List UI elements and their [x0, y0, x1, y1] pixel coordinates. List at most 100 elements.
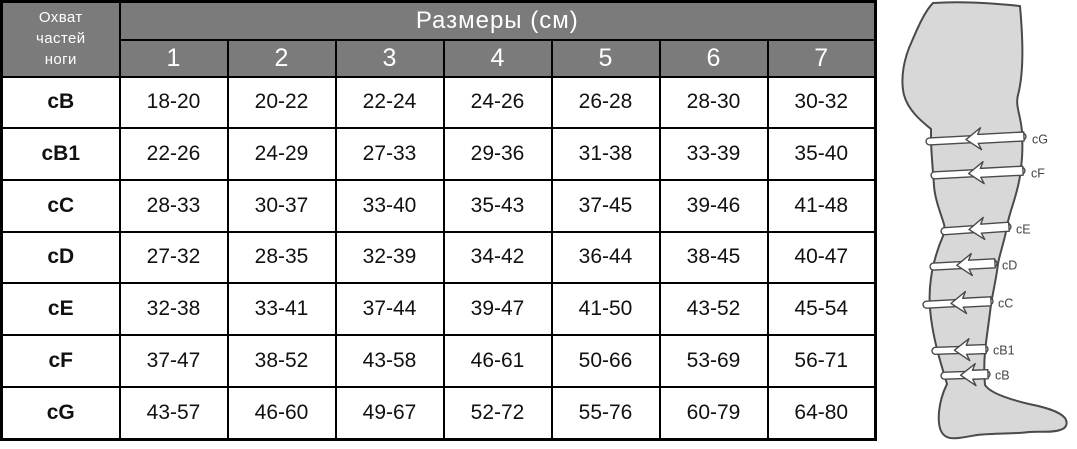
row-label: cB	[0, 75, 121, 130]
leg-diagram-svg: cG cF cE cD cC cB1 cB	[901, 1, 1068, 440]
band-label: cB1	[993, 344, 1015, 358]
size-value-cell: 41-48	[766, 178, 877, 233]
size-value-cell: 32-38	[118, 282, 229, 337]
size-column-header: 2	[226, 38, 337, 78]
row-label: cG	[0, 385, 121, 441]
leg-silhouette	[901, 1, 1068, 440]
measurement-band-cE: cE	[940, 216, 1031, 241]
size-value-cell: 35-40	[766, 127, 877, 181]
size-column-header: 4	[442, 38, 553, 78]
table-row: cF 37-47 38-52 43-58 46-61 50-66 53-69 56-71	[0, 334, 877, 388]
size-value-cell: 28-30	[658, 75, 769, 130]
corner-header: Охват частей ноги	[0, 0, 121, 78]
size-value-cell: 38-52	[226, 334, 337, 388]
size-column-header: 5	[550, 38, 661, 78]
size-value-cell: 43-52	[658, 282, 769, 337]
table-row: cG 43-57 46-60 49-67 52-72 55-76 60-79 64-80	[0, 385, 877, 441]
measurement-band-cB: cB	[940, 362, 1010, 387]
row-label: cB1	[0, 127, 121, 181]
table-title: Размеры (см)	[118, 0, 877, 41]
arrow-left-icon	[967, 161, 1024, 185]
size-value-cell: 53-69	[658, 334, 769, 388]
size-value-cell: 31-38	[550, 127, 661, 181]
size-value-cell: 33-40	[334, 178, 445, 233]
size-value-cell: 64-80	[766, 385, 877, 441]
size-value-cell: 28-35	[226, 230, 337, 285]
arrow-left-icon	[968, 216, 1010, 241]
size-value-cell: 24-26	[442, 75, 553, 130]
size-value-cell: 52-72	[442, 385, 553, 441]
size-value-cell: 27-33	[334, 127, 445, 181]
size-column-header: 7	[766, 38, 877, 78]
size-value-cell: 41-50	[550, 282, 661, 337]
size-value-cell: 24-29	[226, 127, 337, 181]
size-value-cell: 32-39	[334, 230, 445, 285]
leg-diagram: cG cF cE cD cC cB1 cB	[877, 0, 1077, 449]
size-value-cell: 43-58	[334, 334, 445, 388]
table-row: cB 18-20 20-22 22-24 24-26 26-28 28-30 30-32	[0, 75, 877, 130]
size-value-cell: 46-61	[442, 334, 553, 388]
row-label: cF	[0, 334, 121, 388]
size-value-cell: 28-33	[118, 178, 229, 233]
arrow-left-icon	[950, 290, 992, 315]
band-label: cC	[998, 297, 1013, 311]
size-value-cell: 34-42	[442, 230, 553, 285]
header-row-title: Охват частей ноги Размеры (см)	[0, 0, 877, 78]
size-value-cell: 50-66	[550, 334, 661, 388]
size-value-cell: 33-39	[658, 127, 769, 181]
size-value-cell: 43-57	[118, 385, 229, 441]
size-value-cell: 45-54	[766, 282, 877, 337]
size-value-cell: 22-24	[334, 75, 445, 130]
size-value-cell: 60-79	[658, 385, 769, 441]
size-value-cell: 29-36	[442, 127, 553, 181]
table-row: cE 32-38 33-41 37-44 39-47 41-50 43-52 45-54	[0, 282, 877, 337]
size-column-header: 1	[118, 38, 229, 78]
size-value-cell: 49-67	[334, 385, 445, 441]
row-label: cC	[0, 178, 121, 233]
size-value-cell: 40-47	[766, 230, 877, 285]
size-value-cell: 22-26	[118, 127, 229, 181]
size-value-cell: 39-47	[442, 282, 553, 337]
size-value-cell: 30-37	[226, 178, 337, 233]
size-value-cell: 37-44	[334, 282, 445, 337]
measurement-band-cG: cG	[925, 127, 1048, 151]
arrow-left-icon	[953, 337, 987, 362]
size-column-header: 3	[334, 38, 445, 78]
table-row: cC 28-33 30-37 33-40 35-43 37-45 39-46 41-48	[0, 178, 877, 233]
size-value-cell: 37-45	[550, 178, 661, 233]
size-value-cell: 37-47	[118, 334, 229, 388]
size-value-cell: 35-43	[442, 178, 553, 233]
arrow-left-icon	[959, 362, 989, 387]
measurement-band-cC: cC	[922, 290, 1013, 315]
size-value-cell: 18-20	[118, 75, 229, 130]
size-column-header: 6	[658, 38, 769, 78]
band-label: cG	[1032, 133, 1048, 147]
size-value-cell: 55-76	[550, 385, 661, 441]
size-value-cell: 46-60	[226, 385, 337, 441]
band-label: cD	[1002, 259, 1017, 273]
size-value-cell: 20-22	[226, 75, 337, 130]
row-label: cD	[0, 230, 121, 285]
size-value-cell: 30-32	[766, 75, 877, 130]
size-value-cell: 56-71	[766, 334, 877, 388]
arrow-left-icon	[956, 252, 996, 277]
measurement-band-cD: cD	[929, 252, 1017, 277]
size-value-cell: 39-46	[658, 178, 769, 233]
measurement-band-cF: cF	[930, 161, 1045, 185]
measurement-band-cB1: cB1	[931, 337, 1015, 362]
size-value-cell: 33-41	[226, 282, 337, 337]
band-label: cB	[995, 369, 1010, 383]
corner-header-label: Охват частей ноги	[36, 9, 86, 68]
size-value-cell: 38-45	[658, 230, 769, 285]
band-label: cE	[1016, 223, 1031, 237]
table-row: cB1 22-26 24-29 27-33 29-36 31-38 33-39 35-40	[0, 127, 877, 181]
band-label: cF	[1031, 167, 1045, 181]
size-value-cell: 27-32	[118, 230, 229, 285]
row-label: cE	[0, 282, 121, 337]
size-value-cell: 36-44	[550, 230, 661, 285]
table-row: cD 27-32 28-35 32-39 34-42 36-44 38-45 40-47	[0, 230, 877, 285]
size-value-cell: 26-28	[550, 75, 661, 130]
